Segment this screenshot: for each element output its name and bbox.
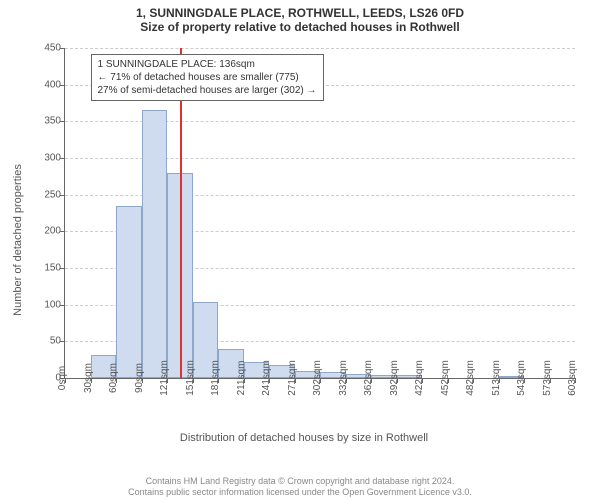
xtick-label: 302sqm xyxy=(306,360,323,396)
annotation-line: ← 71% of detached houses are smaller (77… xyxy=(98,71,317,84)
plot-region: 0501001502002503003504004500sqm30sqm60sq… xyxy=(64,48,575,379)
xtick-label: 543sqm xyxy=(510,360,527,396)
xtick-label: 573sqm xyxy=(536,360,553,396)
histogram-bar xyxy=(142,110,168,378)
xtick-label: 271sqm xyxy=(281,360,298,396)
ytick-label: 400 xyxy=(44,79,65,90)
xtick-label: 241sqm xyxy=(255,360,272,396)
xtick-label: 30sqm xyxy=(77,363,94,393)
ytick-label: 350 xyxy=(44,116,65,127)
annotation-line: 1 SUNNINGDALE PLACE: 136sqm xyxy=(98,58,317,71)
ytick-label: 200 xyxy=(44,226,65,237)
xtick-label: 60sqm xyxy=(102,363,119,393)
ytick-label: 150 xyxy=(44,263,65,274)
xtick-label: 392sqm xyxy=(383,360,400,396)
xtick-label: 452sqm xyxy=(434,360,451,396)
chart-title-line2: Size of property relative to detached ho… xyxy=(0,20,600,34)
xtick-label: 90sqm xyxy=(128,363,145,393)
footer-line1: Contains HM Land Registry data © Crown c… xyxy=(0,476,600,487)
xtick-label: 121sqm xyxy=(153,360,170,396)
xtick-label: 362sqm xyxy=(357,360,374,396)
xtick-label: 603sqm xyxy=(561,360,578,396)
xtick-label: 422sqm xyxy=(408,360,425,396)
xtick-label: 513sqm xyxy=(485,360,502,396)
chart-title-line1: 1, SUNNINGDALE PLACE, ROTHWELL, LEEDS, L… xyxy=(0,6,600,20)
xtick-label: 211sqm xyxy=(230,361,247,396)
xtick-label: 181sqm xyxy=(204,360,221,396)
histogram-bar xyxy=(116,206,142,378)
x-axis-label: Distribution of detached houses by size … xyxy=(180,432,428,444)
xtick-label: 482sqm xyxy=(459,360,476,396)
y-axis-label: Number of detached properties xyxy=(12,164,24,316)
attribution-footer: Contains HM Land Registry data © Crown c… xyxy=(0,476,600,498)
ytick-label: 100 xyxy=(44,299,65,310)
xtick-label: 332sqm xyxy=(332,360,349,396)
ytick-label: 250 xyxy=(44,189,65,200)
xtick-label: 0sqm xyxy=(51,366,68,390)
ytick-label: 300 xyxy=(44,153,65,164)
gridline xyxy=(65,48,575,49)
chart-area: Number of detached properties 0501001502… xyxy=(24,40,584,440)
annotation-line: 27% of semi-detached houses are larger (… xyxy=(98,84,317,97)
annotation-box: 1 SUNNINGDALE PLACE: 136sqm← 71% of deta… xyxy=(91,54,324,101)
footer-line2: Contains public sector information licen… xyxy=(0,487,600,498)
ytick-label: 50 xyxy=(50,336,65,347)
ytick-label: 450 xyxy=(44,43,65,54)
chart-title-block: 1, SUNNINGDALE PLACE, ROTHWELL, LEEDS, L… xyxy=(0,0,600,34)
